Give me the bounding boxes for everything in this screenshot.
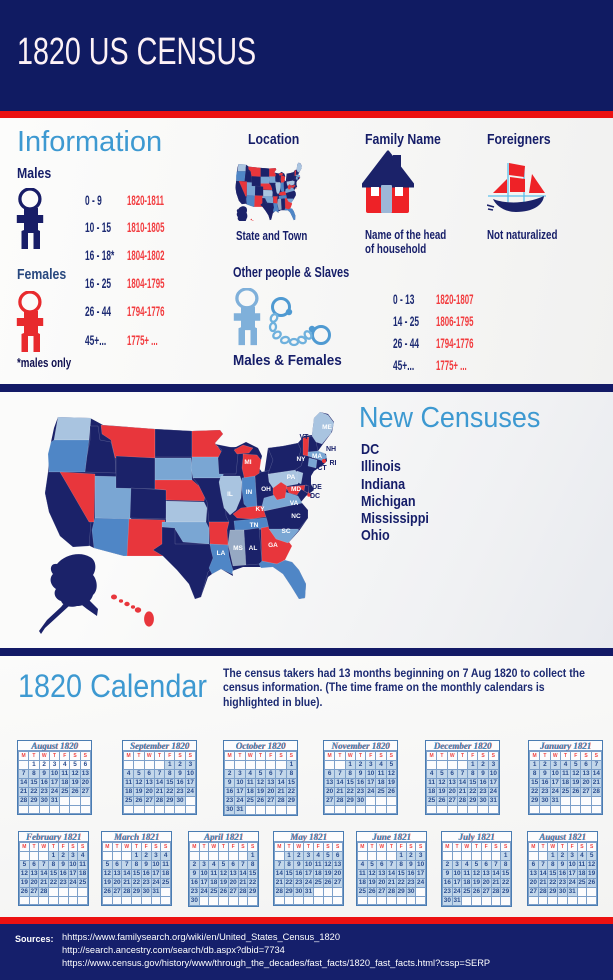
svg-text:IL: IL: [227, 491, 233, 498]
svg-text:IN: IN: [246, 489, 253, 496]
svg-text:GA: GA: [268, 542, 278, 549]
svg-text:RI: RI: [330, 460, 337, 467]
svg-text:OH: OH: [261, 486, 271, 493]
svg-text:ME: ME: [322, 424, 332, 431]
svg-text:DE: DE: [312, 484, 322, 491]
svg-text:DC: DC: [310, 493, 320, 500]
svg-text:SC: SC: [281, 528, 290, 535]
svg-text:KY: KY: [255, 506, 265, 513]
svg-text:MD: MD: [291, 486, 301, 493]
svg-text:NY: NY: [296, 456, 306, 463]
svg-text:MA: MA: [312, 453, 322, 460]
svg-text:NH: NH: [326, 446, 336, 453]
svg-text:MI: MI: [244, 459, 251, 466]
svg-text:PA: PA: [287, 474, 296, 481]
svg-text:TN: TN: [250, 522, 259, 529]
svg-text:CT: CT: [317, 465, 327, 472]
svg-text:AL: AL: [249, 545, 258, 552]
svg-text:MS: MS: [233, 545, 243, 552]
svg-text:VA: VA: [290, 500, 299, 507]
svg-text:NC: NC: [291, 513, 301, 520]
svg-text:LA: LA: [217, 550, 226, 557]
svg-text:VT: VT: [300, 434, 310, 441]
